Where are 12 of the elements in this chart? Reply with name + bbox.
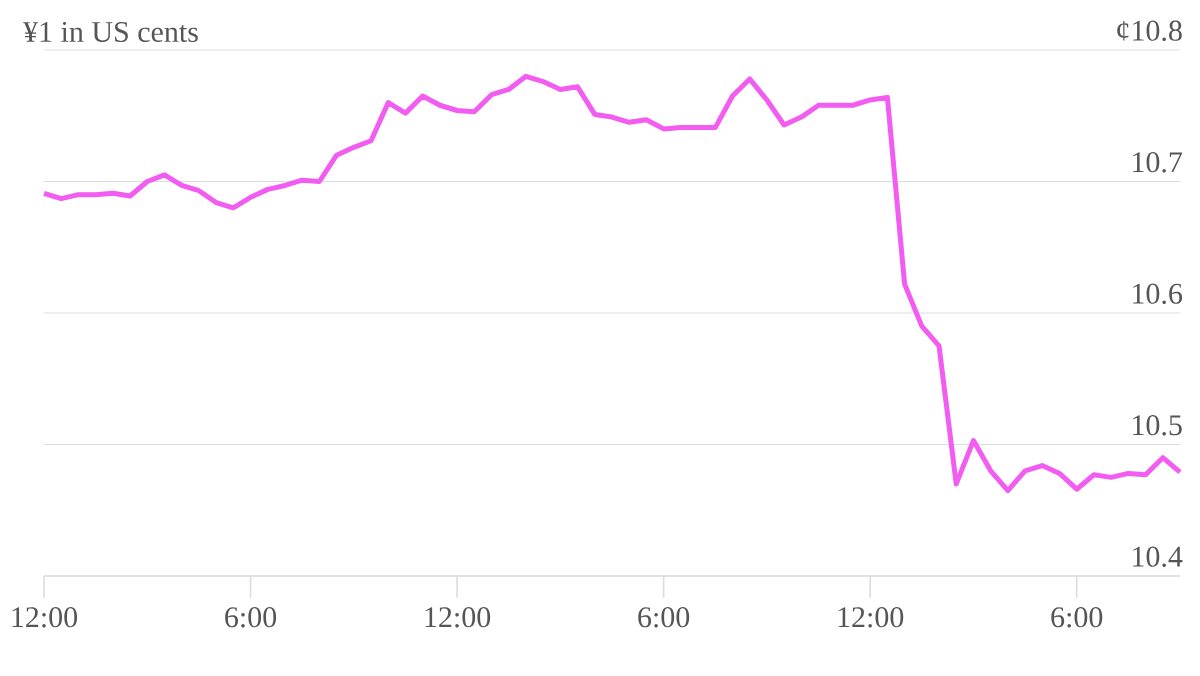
chart-title: ¥1 in US cents (23, 21, 198, 43)
y-tick-label: 10.7 (1133, 152, 1183, 173)
x-tick-label: 12:00 (425, 607, 491, 628)
y-tick-label: ¢10.8 (1117, 20, 1182, 41)
y-tick-label: 10.5 (1133, 415, 1182, 436)
x-tick-label: 6:00 (225, 607, 277, 628)
x-tick-label: 12:00 (838, 607, 904, 628)
x-tick-label: 6:00 (1051, 607, 1103, 628)
x-tick-label: 6:00 (638, 607, 690, 628)
y-tick-label: 10.4 (1133, 546, 1183, 567)
x-tick-label: 12:00 (12, 607, 78, 628)
y-tick-label: 10.6 (1133, 283, 1183, 304)
